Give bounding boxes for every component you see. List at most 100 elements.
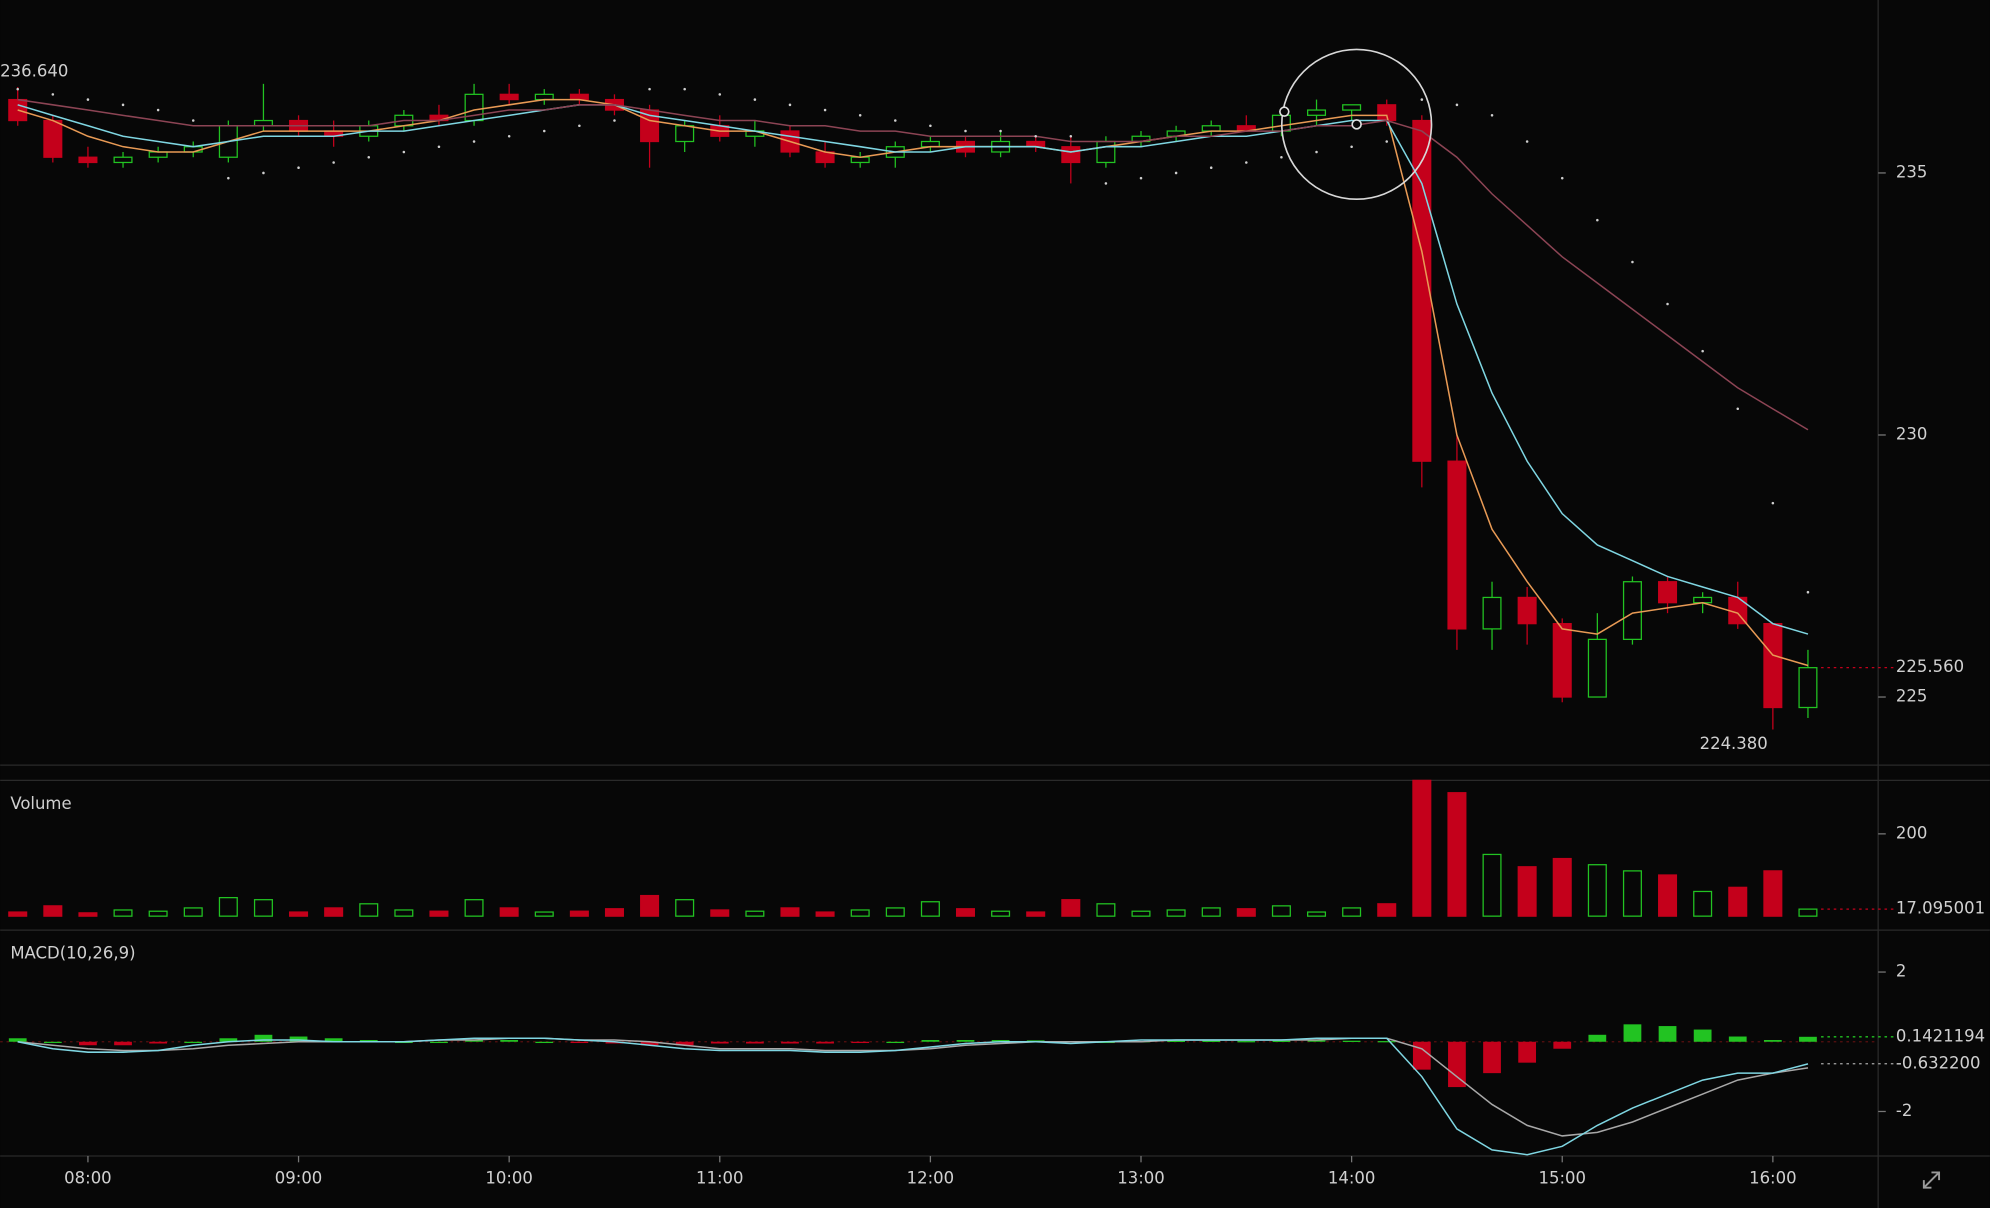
sar-dot — [156, 108, 160, 112]
volume-bar — [1587, 864, 1607, 917]
histogram-bar — [570, 1041, 589, 1044]
sar-dot — [1350, 145, 1353, 149]
volume-bar — [1763, 870, 1783, 917]
histogram-bar — [991, 1040, 1010, 1042]
sar-dot — [1490, 114, 1494, 117]
volume-bar — [604, 908, 624, 917]
volume-bar — [675, 899, 695, 917]
histogram-bar — [465, 1040, 483, 1042]
histogram-bar — [956, 1040, 975, 1042]
candle-body — [113, 156, 133, 164]
volume-bar — [1061, 899, 1081, 917]
volume-bar — [429, 910, 449, 917]
sar-dot — [472, 140, 476, 143]
sar-dot — [86, 98, 90, 101]
sar-dot — [753, 98, 757, 101]
candle-body — [499, 93, 519, 101]
volume-bar — [850, 909, 870, 917]
x-tick-label: 16:00 — [1749, 1168, 1797, 1187]
sar-dot — [121, 103, 125, 107]
volume-bar — [289, 911, 309, 917]
histogram-bar — [219, 1038, 238, 1042]
sar-dot — [788, 103, 792, 107]
volume-bar — [1342, 907, 1362, 917]
sar-dot — [507, 134, 511, 138]
volume-bar — [780, 907, 800, 917]
moving-average — [17, 98, 1809, 431]
volume-bar — [253, 899, 273, 917]
histogram-bar — [1412, 1041, 1431, 1070]
sar-dot — [297, 166, 300, 169]
volume-bar — [218, 897, 238, 917]
histogram-bar — [1658, 1026, 1677, 1042]
sar-dot — [262, 171, 265, 175]
sar-dot — [367, 155, 371, 159]
sar-dot — [929, 124, 932, 128]
last-value-label: 225.560 — [1896, 657, 1964, 676]
volume-bar — [710, 909, 730, 917]
volume-bar — [1447, 792, 1467, 917]
sar-dot — [332, 161, 335, 164]
candle-body — [1587, 638, 1607, 698]
histogram-bar — [675, 1041, 694, 1046]
volume-bar — [43, 905, 63, 917]
signal-line — [17, 1037, 1809, 1137]
volume-bar — [1377, 903, 1397, 917]
candle-body — [675, 125, 695, 143]
x-tick-label: 14:00 — [1328, 1168, 1376, 1187]
candle-body — [1482, 596, 1502, 630]
candle-body — [1096, 140, 1116, 164]
candle-body — [1693, 596, 1713, 604]
histogram-bar — [1272, 1040, 1291, 1042]
sar-dot — [1280, 155, 1283, 159]
volume-bar — [359, 903, 379, 917]
sar-dot — [578, 124, 581, 128]
volume-bar — [1798, 908, 1818, 917]
histogram-bar — [886, 1041, 905, 1044]
histogram-bar — [1167, 1040, 1185, 1042]
volume-bar — [1201, 907, 1221, 917]
sar-dot — [227, 176, 230, 180]
histogram-bar — [1693, 1029, 1712, 1042]
volume-bar — [534, 911, 554, 917]
volume-bar — [499, 907, 519, 917]
sar-dot — [1666, 302, 1669, 306]
histogram-bar — [1237, 1041, 1256, 1043]
sar-dot — [437, 145, 441, 149]
sar-dot — [1631, 260, 1634, 264]
sar-dot — [999, 129, 1002, 133]
fullscreen-button[interactable] — [1922, 1171, 1941, 1189]
sar-dot — [1104, 182, 1108, 185]
histogram-bar — [640, 1041, 659, 1046]
volume-bar — [324, 907, 344, 917]
sar-dot — [1736, 407, 1740, 411]
volume-bar — [1236, 908, 1256, 917]
volume-bar — [1622, 870, 1642, 917]
candle-body — [1517, 596, 1537, 625]
volume-bar — [1552, 857, 1572, 917]
moving-average — [17, 104, 1809, 635]
highlight-circle — [1280, 48, 1433, 201]
candle-body — [1658, 581, 1678, 604]
histogram-bar — [8, 1038, 27, 1042]
price-annotation: 224.380 — [1700, 734, 1768, 753]
panel-title: Volume — [10, 794, 71, 813]
sar-dot — [858, 114, 862, 117]
volume-bar — [1271, 905, 1291, 917]
candle-body — [1061, 146, 1081, 164]
sar-dot — [51, 93, 55, 96]
x-tick-label: 08:00 — [64, 1168, 112, 1187]
volume-bar — [1658, 874, 1678, 917]
candle-body — [1412, 119, 1432, 462]
sar-dot — [1209, 166, 1213, 169]
histogram-bar — [254, 1034, 273, 1042]
sar-dot — [648, 87, 651, 91]
sar-dot — [1139, 176, 1143, 180]
volume-bar — [1166, 909, 1186, 917]
sar-dot — [1806, 590, 1810, 594]
sar-dot — [1525, 140, 1529, 143]
histogram-bar — [1377, 1041, 1396, 1043]
sar-dot — [1420, 98, 1424, 101]
sar-dot — [1771, 501, 1775, 505]
histogram-bar — [324, 1038, 343, 1042]
